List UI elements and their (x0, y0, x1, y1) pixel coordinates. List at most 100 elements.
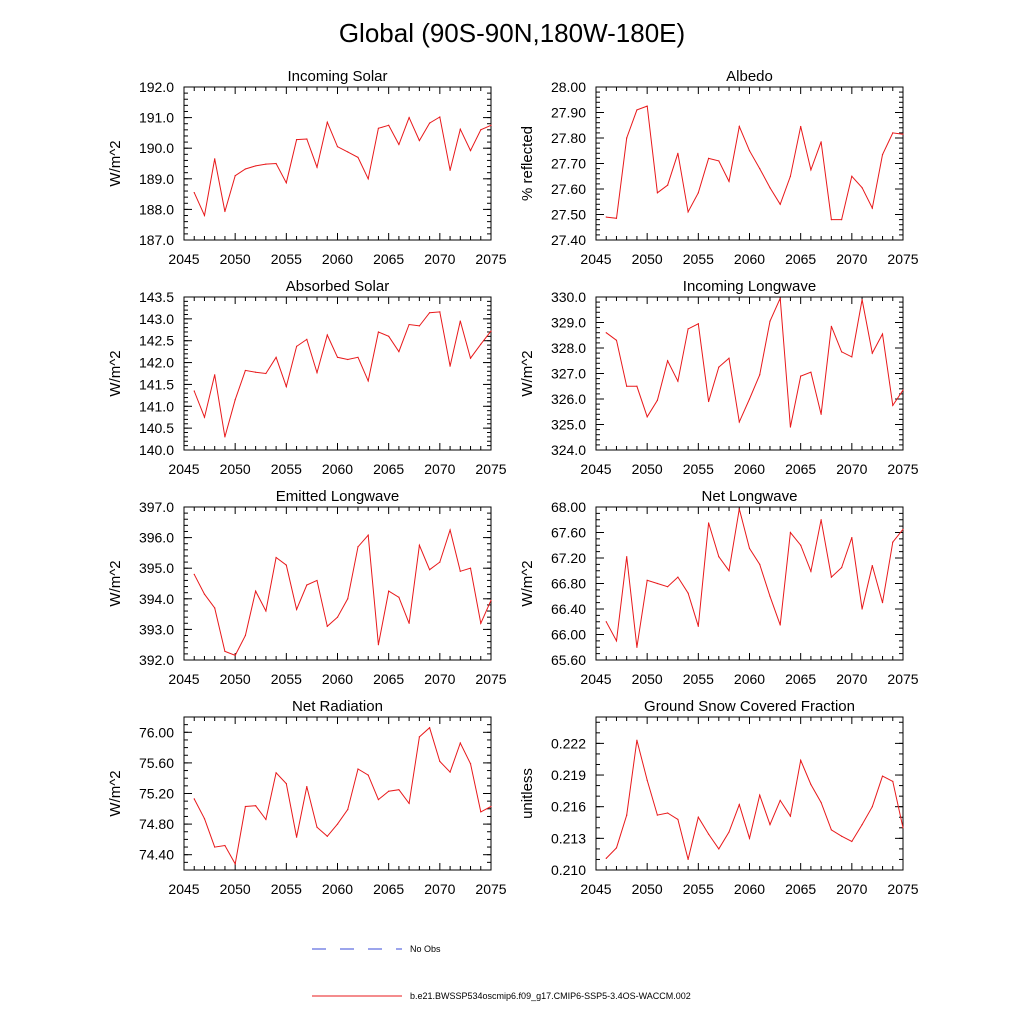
data-point (718, 366, 720, 368)
data-point (429, 312, 431, 314)
x-tick-label: 2045 (580, 251, 611, 267)
data-point (769, 595, 771, 597)
y-tick-label: 188.0 (139, 201, 174, 217)
data-point (728, 357, 730, 359)
data-point (347, 358, 349, 361)
x-tick-label: 2045 (580, 881, 611, 897)
data-point (697, 625, 699, 627)
data-point (203, 214, 206, 217)
data-point (759, 168, 761, 170)
data-point (707, 400, 710, 403)
data-point (295, 139, 298, 141)
data-point (861, 608, 863, 610)
y-tick-label: 27.60 (551, 181, 586, 197)
y-tick-label: 66.00 (551, 627, 586, 643)
data-point (656, 399, 659, 401)
data-point (861, 298, 863, 301)
x-tick-label: 2065 (785, 881, 816, 897)
series-line (606, 105, 904, 221)
data-point (759, 794, 761, 796)
data-point (881, 775, 884, 777)
data-point (810, 371, 812, 373)
x-tick-label: 2070 (424, 671, 455, 687)
data-point (357, 156, 359, 158)
data-point (615, 339, 618, 341)
x-tick-label: 2070 (836, 461, 867, 477)
y-tick-label: 27.90 (551, 105, 586, 121)
x-tick-label: 2060 (734, 881, 765, 897)
x-tick-label: 2070 (424, 461, 455, 477)
data-point (480, 129, 482, 131)
x-tick-label: 2060 (322, 251, 353, 267)
data-point (244, 634, 246, 637)
data-point (275, 772, 277, 774)
data-point (336, 823, 339, 825)
data-point (418, 544, 420, 546)
x-tick-label: 2055 (271, 671, 302, 687)
data-point (490, 599, 492, 601)
data-point (748, 398, 751, 400)
data-point (214, 158, 216, 160)
data-point (769, 824, 771, 826)
data-point (388, 335, 390, 337)
data-point (605, 857, 607, 859)
data-point (902, 528, 904, 530)
data-point (285, 386, 287, 388)
data-point (193, 573, 195, 575)
data-point (367, 534, 369, 536)
data-point (697, 323, 699, 325)
data-point (490, 124, 492, 126)
data-point (677, 380, 679, 382)
panel-title: Albedo (726, 68, 773, 85)
data-point (480, 343, 482, 345)
y-tick-label: 190.0 (139, 140, 174, 156)
data-point (408, 323, 410, 326)
data-point (367, 774, 369, 776)
data-point (490, 805, 492, 808)
y-tick-label: 327.0 (551, 366, 586, 382)
data-point (626, 385, 628, 387)
data-point (398, 596, 400, 598)
data-point (459, 320, 461, 322)
data-point (306, 338, 308, 341)
y-tick-label: 142.0 (139, 355, 174, 371)
data-point (326, 625, 328, 627)
data-point (820, 519, 822, 521)
data-point (871, 806, 873, 808)
data-point (265, 372, 267, 375)
data-point (326, 334, 328, 336)
data-point (728, 570, 730, 572)
legend: No Obs b.e21.BWSSP534oscmip6.f09_g17.CMI… (312, 944, 691, 1001)
data-point (728, 831, 730, 833)
data-point (398, 351, 400, 353)
data-point (707, 522, 710, 524)
data-point (718, 556, 720, 558)
data-point (841, 351, 843, 353)
data-point (779, 799, 781, 801)
data-point (306, 138, 308, 140)
data-point (851, 537, 853, 539)
x-tick-label: 2075 (475, 251, 506, 267)
y-tick-label: 326.0 (551, 391, 586, 407)
series-line (193, 528, 492, 657)
series-line (605, 508, 904, 648)
panel-4: Incoming Longwave W/m^2 2045 2050 2055 2060 20… (519, 278, 919, 477)
data-point (667, 812, 669, 814)
y-tick-label: 0.210 (551, 862, 586, 878)
data-point (626, 556, 628, 558)
data-point (636, 385, 638, 387)
panel-6: Net Longwave W/m^2 2045 2050 2055 2060 2065 207… (519, 488, 919, 687)
data-point (707, 833, 710, 835)
data-point (285, 564, 287, 566)
data-point (748, 547, 751, 550)
data-point (646, 416, 648, 418)
data-point (707, 157, 710, 159)
data-point (667, 184, 669, 186)
y-tick-label: 141.0 (139, 398, 174, 414)
x-tick-label: 2060 (322, 461, 353, 477)
y-axis-label: unitless (519, 768, 536, 819)
data-point (656, 192, 659, 194)
data-point (800, 125, 802, 128)
data-point (881, 153, 884, 156)
data-point (469, 763, 472, 765)
